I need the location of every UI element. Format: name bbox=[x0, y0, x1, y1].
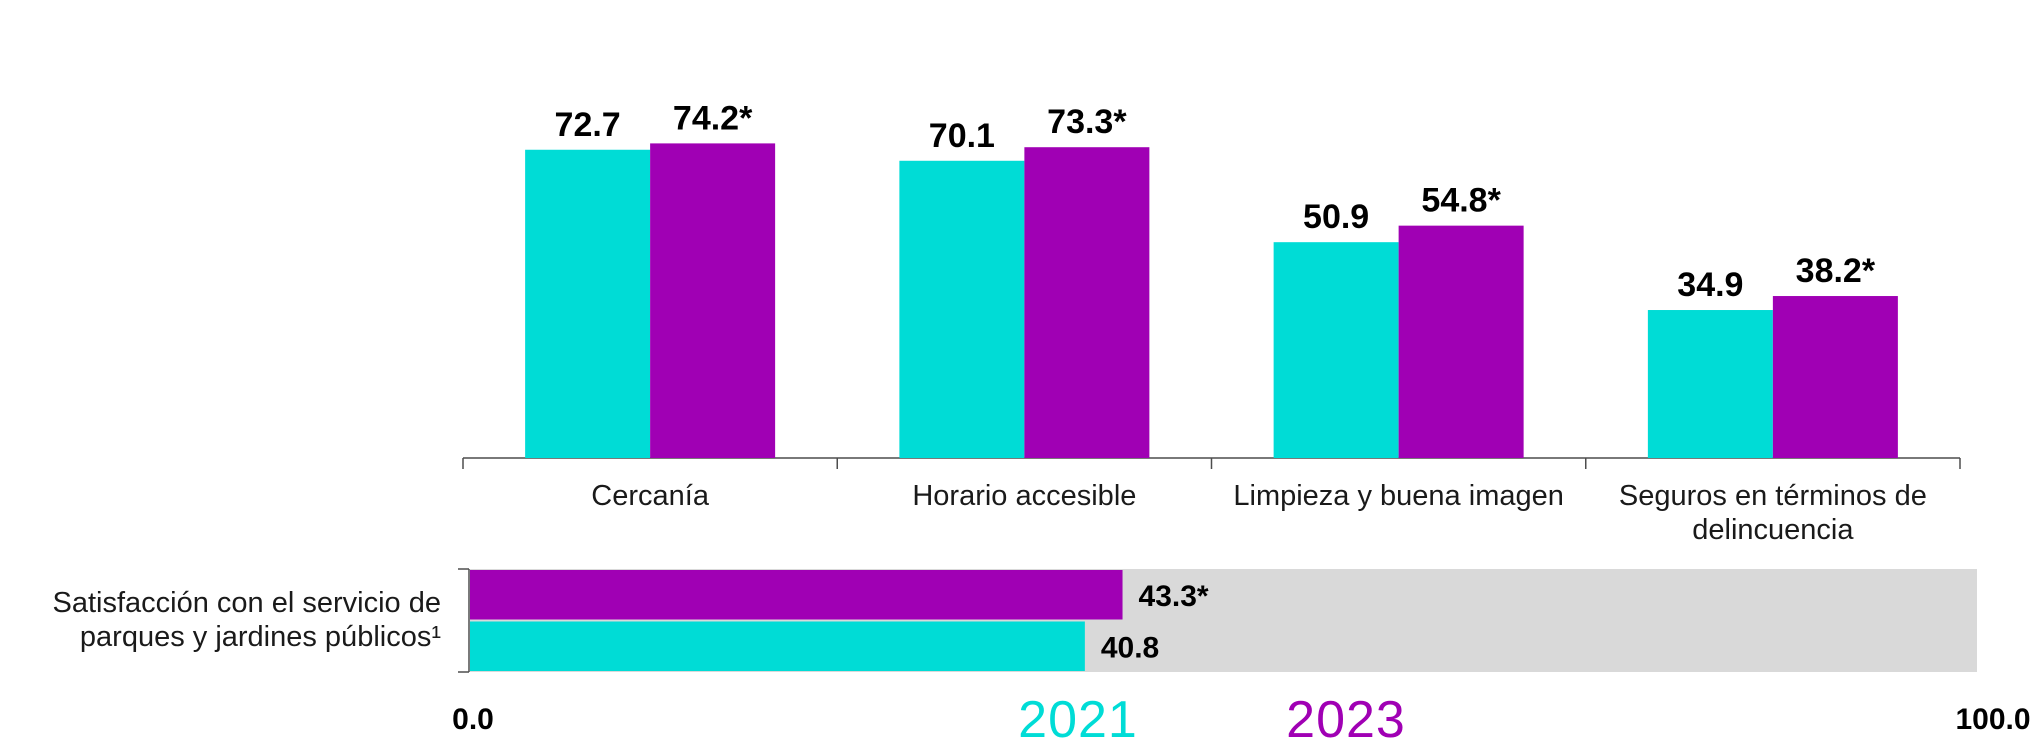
bar-2021-2 bbox=[1273, 242, 1399, 458]
category-label-0: Cercanía bbox=[591, 480, 710, 512]
data-label-2023-2: 54.8* bbox=[1421, 182, 1501, 220]
hbar-category-label: parques y jardines públicos¹ bbox=[80, 621, 441, 653]
hbar-2023 bbox=[470, 570, 1123, 620]
category-label-3: delincuencia bbox=[1692, 514, 1854, 546]
data-label-2021-0: 72.7 bbox=[555, 106, 621, 144]
category-label-1: Horario accesible bbox=[912, 480, 1136, 512]
x-tick-label-min: 0.0 bbox=[452, 703, 494, 736]
hbar-label-2021: 40.8 bbox=[1101, 631, 1159, 664]
bar-2021-0 bbox=[525, 149, 651, 458]
bar-2023-2 bbox=[1398, 225, 1524, 458]
bar-2023-1 bbox=[1024, 147, 1150, 458]
bar-2021-3 bbox=[1647, 310, 1773, 458]
data-label-2021-2: 50.9 bbox=[1303, 198, 1369, 236]
x-tick-label-max: 100.0 bbox=[1955, 703, 2030, 736]
bar-2023-3 bbox=[1772, 296, 1898, 458]
data-label-2023-1: 73.3* bbox=[1047, 103, 1127, 141]
data-label-2023-3: 38.2* bbox=[1796, 252, 1876, 290]
data-label-2021-3: 34.9 bbox=[1677, 266, 1743, 304]
bar-2023-0 bbox=[650, 143, 776, 458]
hbar-2021 bbox=[470, 621, 1085, 671]
hbar-category-label: Satisfacción con el servicio de bbox=[53, 587, 441, 619]
data-label-2021-1: 70.1 bbox=[929, 117, 995, 155]
category-label-2: Limpieza y buena imagen bbox=[1233, 480, 1563, 512]
legend-item-2021: 2021 bbox=[1018, 691, 1138, 745]
data-label-2023-0: 74.2* bbox=[673, 99, 753, 137]
hbar-label-2023: 43.3* bbox=[1139, 580, 1209, 613]
bar-2021-1 bbox=[899, 160, 1025, 458]
legend-item-2023: 2023 bbox=[1286, 691, 1406, 745]
category-label-3: Seguros en términos de bbox=[1619, 480, 1927, 512]
